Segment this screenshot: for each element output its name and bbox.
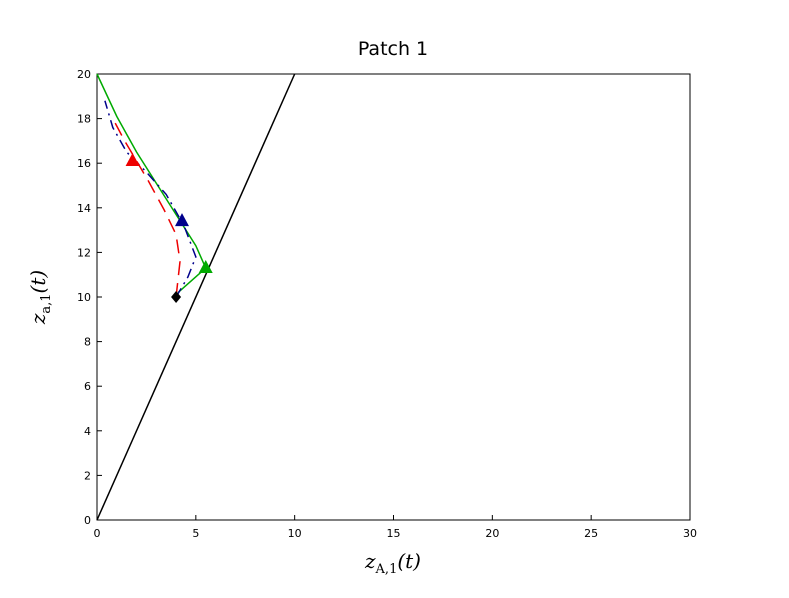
x-tick-label: 0 bbox=[94, 527, 101, 540]
label-base: z bbox=[26, 313, 50, 325]
series-line bbox=[96, 73, 296, 521]
y-tick-label: 12 bbox=[77, 246, 91, 259]
y-tick-label: 2 bbox=[84, 469, 91, 482]
x-axis-label: zA,1(t) bbox=[364, 549, 421, 577]
y-tick-label: 16 bbox=[77, 157, 91, 170]
y-tick-label: 18 bbox=[77, 113, 91, 126]
y-tick-label: 14 bbox=[77, 202, 91, 215]
x-tick-label: 25 bbox=[584, 527, 598, 540]
y-tick-label: 20 bbox=[77, 68, 91, 81]
series-line bbox=[96, 73, 207, 294]
y-axis-label: za,1(t) bbox=[26, 270, 54, 325]
x-tick-label: 10 bbox=[288, 527, 302, 540]
series-line bbox=[112, 118, 181, 298]
chart-title: Patch 1 bbox=[358, 38, 428, 60]
marker bbox=[125, 152, 140, 166]
series-line bbox=[104, 100, 197, 298]
plot-frame bbox=[96, 73, 691, 521]
label-base: z bbox=[364, 549, 376, 573]
label-tail: (t) bbox=[26, 270, 50, 294]
x-tick-label: 5 bbox=[192, 527, 199, 540]
y-tick-label: 10 bbox=[77, 291, 91, 304]
x-tick-label: 30 bbox=[683, 527, 697, 540]
label-sub: A,1 bbox=[375, 562, 398, 577]
x-tick-label: 20 bbox=[485, 527, 499, 540]
y-tick-label: 0 bbox=[84, 514, 91, 527]
marker bbox=[198, 260, 213, 274]
label-sub: a,1 bbox=[39, 293, 54, 313]
label-tail: (t) bbox=[397, 549, 421, 573]
y-tick-label: 8 bbox=[84, 336, 91, 349]
y-tick-label: 6 bbox=[84, 380, 91, 393]
marker bbox=[174, 213, 189, 227]
y-tick-label: 4 bbox=[84, 425, 91, 438]
x-tick-label: 15 bbox=[387, 527, 401, 540]
marker bbox=[171, 291, 182, 303]
